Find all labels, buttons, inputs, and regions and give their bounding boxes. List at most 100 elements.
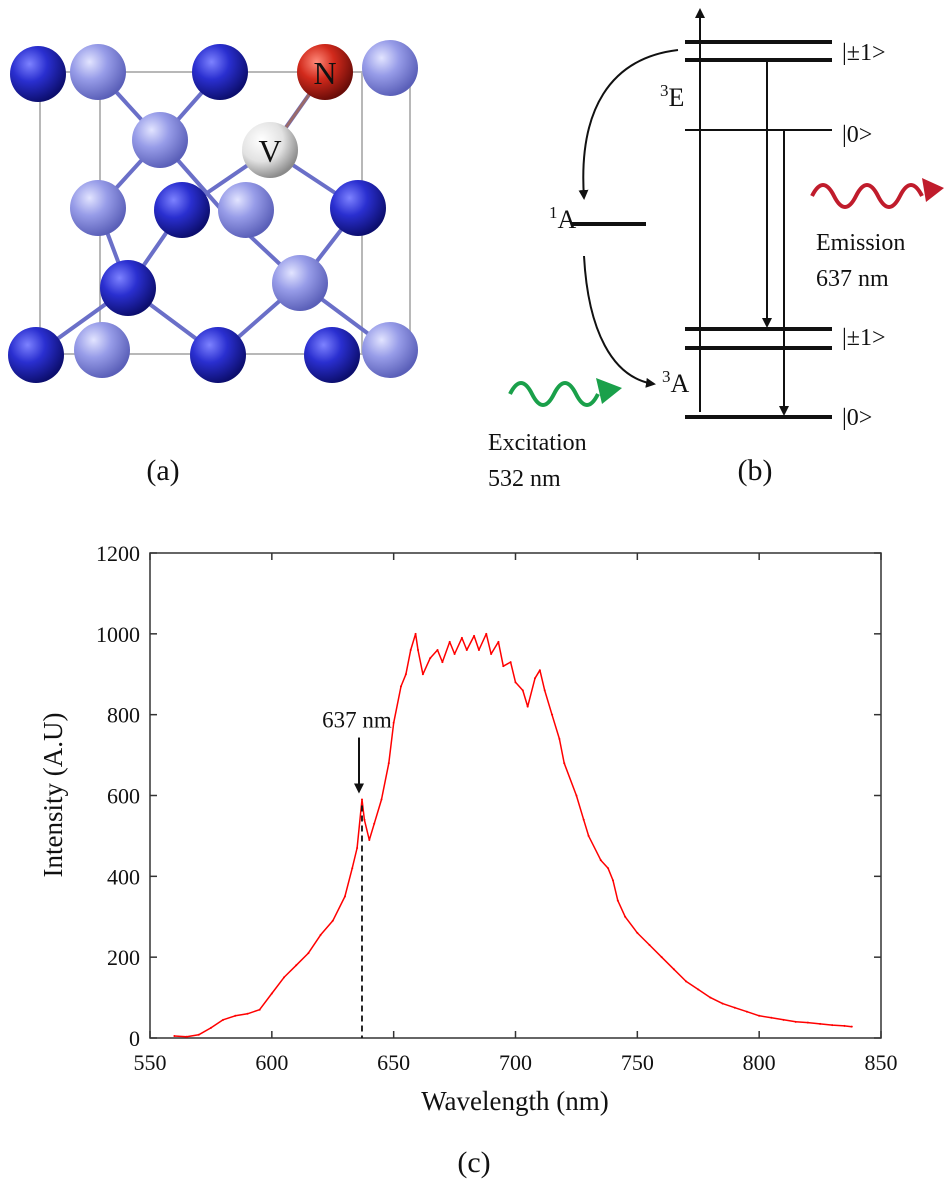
data-point	[502, 665, 505, 668]
data-point	[373, 822, 376, 825]
excitation-wave-icon	[508, 381, 600, 407]
data-point	[209, 1026, 212, 1029]
data-point	[448, 640, 451, 643]
data-point	[709, 996, 712, 999]
carbon-atom-dark	[10, 46, 66, 102]
data-point	[831, 1024, 834, 1027]
series-points	[173, 632, 853, 1038]
lattice-atoms: N V	[8, 40, 418, 383]
y-tick-label: 1200	[96, 541, 140, 566]
carbon-atom-light	[362, 40, 418, 96]
label-3E: 3E	[660, 81, 684, 112]
excitation-wavelength: 532 nm	[488, 466, 561, 492]
carbon-atom-dark	[8, 327, 64, 383]
data-point	[222, 1018, 225, 1021]
carbon-atom-dark	[330, 180, 386, 236]
data-point	[843, 1024, 846, 1027]
x-tick-label: 850	[865, 1050, 898, 1075]
y-tick-label: 400	[107, 864, 140, 889]
emission-arrowhead	[922, 178, 944, 202]
data-point	[409, 649, 412, 651]
data-point	[360, 798, 363, 801]
data-point	[465, 649, 468, 651]
carbon-atom-dark	[190, 327, 246, 383]
data-point	[404, 673, 407, 676]
data-point	[636, 931, 639, 934]
relaxation-arrow	[583, 255, 656, 388]
data-point	[758, 1014, 761, 1017]
excitation-label: Excitation	[488, 430, 587, 456]
data-point	[587, 834, 590, 837]
data-point	[770, 1016, 773, 1019]
data-point	[441, 661, 444, 664]
data-point	[185, 1035, 188, 1038]
annotation-637nm: 637 nm	[322, 708, 392, 733]
y-tick-labels: 0 200 400 600 800 1000 1200	[96, 541, 140, 1051]
data-point	[819, 1022, 822, 1025]
x-tick-label: 700	[499, 1050, 532, 1075]
label-3A: 3A	[662, 367, 690, 398]
panel-b-energy-diagram: 3E 1A 3A |±1> |0> |±1> |0> Emission 637 …	[488, 8, 944, 492]
data-point	[490, 653, 493, 656]
data-point	[270, 992, 273, 995]
carbon-atom-dark	[304, 327, 360, 383]
data-point	[307, 952, 310, 955]
data-point	[648, 944, 651, 947]
data-point	[460, 636, 463, 639]
data-point	[234, 1014, 237, 1017]
panel-a-lattice: N V (a)	[8, 40, 418, 487]
data-point	[485, 632, 488, 635]
data-point	[551, 713, 554, 716]
x-tick-label: 650	[377, 1050, 410, 1075]
data-point	[697, 988, 700, 991]
data-point	[575, 794, 578, 797]
data-point	[351, 867, 354, 870]
y-axis-title: Intensity (A.U)	[38, 713, 68, 878]
data-point	[436, 649, 439, 651]
data-point	[850, 1025, 853, 1028]
intersystem-crossing-arrow	[578, 49, 679, 200]
data-point	[509, 661, 512, 664]
data-point	[533, 677, 536, 680]
data-point	[721, 1002, 724, 1005]
data-point	[417, 649, 420, 651]
x-tick-label: 600	[255, 1050, 288, 1075]
data-point	[611, 879, 614, 882]
data-point	[526, 705, 529, 708]
data-point	[295, 964, 298, 967]
data-point	[538, 669, 541, 672]
nitrogen-label: N	[313, 55, 336, 91]
data-point	[368, 838, 371, 841]
data-point	[453, 653, 456, 656]
emission-label: Emission	[816, 230, 905, 256]
data-point	[363, 818, 366, 821]
data-point	[392, 721, 395, 724]
data-point	[414, 632, 417, 635]
data-point	[806, 1021, 809, 1024]
carbon-atom-light	[70, 44, 126, 100]
data-point	[563, 762, 566, 765]
data-point	[521, 689, 524, 692]
data-point	[387, 762, 390, 765]
carbon-atom-dark	[192, 44, 248, 100]
carbon-atom-dark	[154, 182, 210, 238]
carbon-atom-light	[362, 322, 418, 378]
nitrogen-atom	[297, 44, 353, 100]
data-point	[624, 915, 627, 918]
data-point	[343, 895, 346, 898]
carbon-atom-light	[70, 180, 126, 236]
data-point	[473, 634, 476, 637]
data-point	[558, 737, 561, 740]
data-point	[599, 859, 602, 862]
data-point	[782, 1018, 785, 1021]
x-axis-title: Wavelength (nm)	[421, 1086, 609, 1116]
emission-wavelength: 637 nm	[816, 266, 889, 292]
data-point	[616, 899, 619, 902]
data-point	[733, 1006, 736, 1009]
y-tick-label: 800	[107, 703, 140, 728]
data-point	[331, 919, 334, 922]
data-point	[477, 649, 480, 651]
data-point	[672, 968, 675, 971]
data-point	[607, 867, 610, 870]
data-point	[258, 1008, 261, 1011]
